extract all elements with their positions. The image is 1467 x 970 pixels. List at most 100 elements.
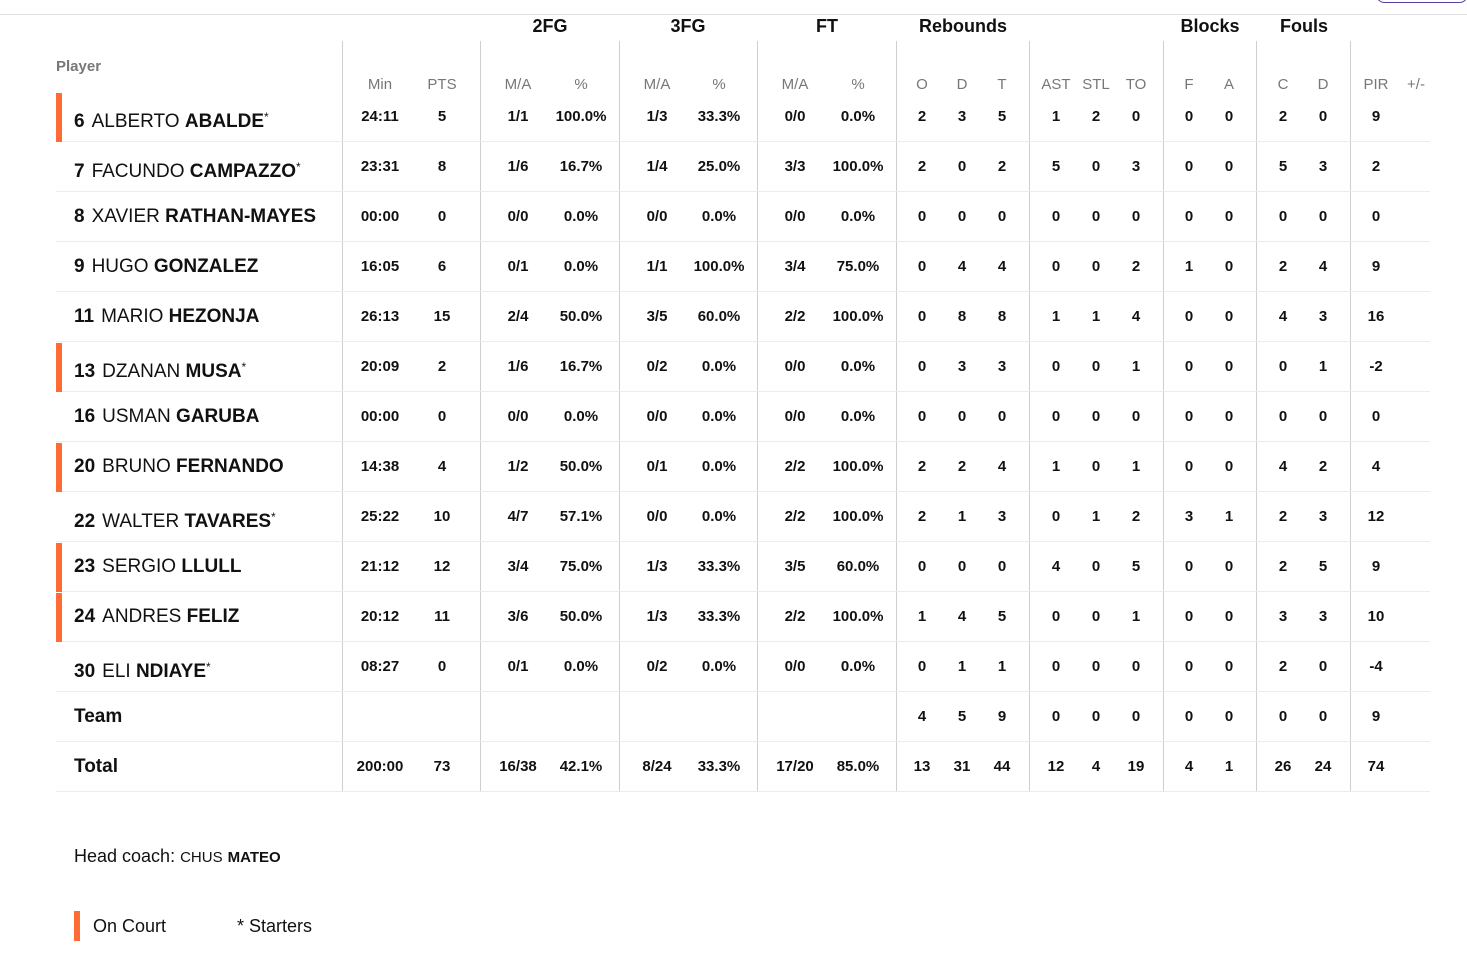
stat-cell: -2 (1369, 358, 1383, 375)
player-row[interactable]: 24 ANDRES FELIZ 20:12 11 3/6 50.0% 1/3 33.3% 2/2… (56, 592, 1430, 642)
player-row[interactable]: 23 SERGIO LLULL 21:12 12 3/4 75.0% 1/3 33.3% 3/5… (56, 542, 1430, 592)
stat-cell: 2 (1091, 108, 1101, 125)
stat-cell: 0.0% (701, 458, 737, 475)
stat-cell: 4 (1184, 758, 1194, 775)
player-name[interactable]: 7 FACUNDO CAMPAZZO* (74, 142, 301, 192)
stat-cell: 1/1 (646, 258, 668, 275)
stat-cell: 0 (1184, 158, 1194, 175)
player-name[interactable]: 11 MARIO HEZONJA (74, 292, 259, 342)
column-divider (757, 41, 758, 792)
stat-cell: 3/6 (507, 608, 529, 625)
player-row[interactable]: 13 DZANAN MUSA* 20:09 2 1/6 16.7% 0/2 0.0% 0/0 0.… (56, 342, 1430, 392)
player-row[interactable]: 7 FACUNDO CAMPAZZO* 23:31 8 1/6 16.7% 1/4 25.0%… (56, 142, 1430, 192)
on-court-indicator (56, 93, 62, 142)
stat-cell: 0/0 (784, 108, 806, 125)
column-header: % (574, 76, 588, 93)
stat-cell: 3 (997, 508, 1007, 525)
player-name[interactable]: 30 ELI NDIAYE* (74, 642, 211, 692)
player-name[interactable]: 22 WALTER TAVARES* (74, 492, 276, 542)
stat-cell: 0 (1091, 558, 1101, 575)
player-name[interactable]: 16 USMAN GARUBA (74, 392, 259, 442)
player-row[interactable]: 6 ALBERTO ABALDE* 24:11 5 1/1 100.0% 1/3 33.3% 0… (56, 92, 1430, 142)
stat-cell: 5 (1278, 158, 1288, 175)
stat-cell (1401, 442, 1431, 492)
stat-cell: 20:09 (360, 358, 400, 375)
stat-cell: 0 (1278, 708, 1288, 725)
stat-cell: 1 (997, 658, 1007, 675)
stat-cell (1401, 242, 1431, 292)
stat-cell: 0.0% (840, 208, 876, 225)
player-name[interactable]: 9 HUGO GONZALEZ (74, 242, 258, 292)
stat-cell: 12 (433, 558, 451, 575)
stat-cell: 8 (997, 308, 1007, 325)
stat-cell: 1 (1224, 508, 1234, 525)
stat-cell: 0 (1318, 208, 1328, 225)
stat-cell: 1 (957, 508, 967, 525)
player-row[interactable]: 16 USMAN GARUBA 00:00 0 0/0 0.0% 0/0 0.0% 0/0 0.0… (56, 392, 1430, 442)
stat-cell: 44 (993, 758, 1011, 775)
stat-cell: 0/0 (784, 358, 806, 375)
player-name[interactable]: 13 DZANAN MUSA* (74, 342, 246, 392)
stat-cell: 0 (1371, 208, 1381, 225)
stat-cell: 1 (1051, 458, 1061, 475)
player-last-name: LLULL (181, 556, 242, 577)
stat-cell: 17/20 (776, 758, 814, 775)
player-row[interactable]: 20 BRUNO FERNANDO 14:38 4 1/2 50.0% 0/1 0.0% 2/2… (56, 442, 1430, 492)
player-number: 6 (74, 111, 85, 132)
stat-cell: 0.0% (563, 408, 599, 425)
stat-cell: 0/1 (646, 458, 668, 475)
player-name[interactable]: 24 ANDRES FELIZ (74, 592, 239, 642)
stat-cell: 0 (437, 658, 447, 675)
player-last-name: TAVARES (184, 511, 272, 532)
stat-cell: 3/5 (646, 308, 668, 325)
stat-cell: 5 (997, 108, 1007, 125)
stat-cell: 0.0% (840, 108, 876, 125)
group-header-rebounds: Rebounds (919, 16, 1007, 36)
player-row[interactable]: 22 WALTER TAVARES* 25:22 10 4/7 57.1% 0/0 0.0% 2… (56, 492, 1430, 542)
column-header: D (1317, 76, 1329, 93)
player-last-name: RATHAN-MAYES (165, 206, 317, 227)
player-number: 11 (74, 306, 95, 327)
player-name[interactable]: 8 XAVIER RATHAN-MAYES (74, 192, 316, 242)
stat-cell: 12 (1367, 508, 1385, 525)
stat-cell: 1 (1184, 258, 1194, 275)
stat-cell: 100.0% (832, 308, 884, 325)
player-row[interactable]: 9 HUGO GONZALEZ 16:05 6 0/1 0.0% 1/1 100.0% 3/4 7… (56, 242, 1430, 292)
stat-cell: 4 (997, 458, 1007, 475)
on-court-legend-label: On Court (93, 916, 167, 936)
stat-cell (1401, 192, 1431, 242)
stat-cell: 0.0% (701, 408, 737, 425)
player-last-name: NDIAYE (135, 661, 206, 682)
stat-cell: 0 (1318, 658, 1328, 675)
player-row[interactable]: 8 XAVIER RATHAN-MAYES 00:00 0 0/0 0.0% 0/0 0.0%… (56, 192, 1430, 242)
stat-cell: 100.0% (832, 608, 884, 625)
stat-cell: 3/3 (784, 158, 806, 175)
player-name[interactable]: 6 ALBERTO ABALDE* (74, 92, 269, 142)
player-number: 16 (74, 406, 96, 427)
player-name[interactable]: 23 SERGIO LLULL (74, 542, 241, 592)
stat-cell: 26:13 (360, 308, 400, 325)
stat-cell: 0.0% (840, 658, 876, 675)
stat-cell: 16.7% (559, 358, 603, 375)
player-first-name: ALBERTO (91, 111, 180, 132)
stat-cell: 100.0% (832, 458, 884, 475)
team-row-label: Team (74, 706, 123, 727)
head-coach-label: Head coach: (74, 846, 176, 866)
top-tab-button[interactable] (1376, 0, 1467, 3)
stat-cell: 08:27 (360, 658, 400, 675)
stat-cell: 1/3 (646, 108, 668, 125)
head-coach: Head coach: CHUS MATEO (74, 846, 281, 867)
player-row[interactable]: 30 ELI NDIAYE* 08:27 0 0/1 0.0% 0/2 0.0% 0/0 0.0%… (56, 642, 1430, 692)
player-name[interactable]: 20 BRUNO FERNANDO (74, 442, 284, 492)
stat-cell: 0.0% (840, 358, 876, 375)
stat-cell: 23:31 (360, 158, 400, 175)
stat-cell: 1 (1131, 358, 1141, 375)
column-divider (619, 41, 620, 792)
starter-marker: * (271, 510, 276, 524)
player-last-name: FERNANDO (176, 456, 284, 477)
stat-cell: 5 (1131, 558, 1141, 575)
player-last-name: GONZALEZ (153, 256, 259, 277)
stat-cell: 0 (1184, 708, 1194, 725)
stat-cell: 25:22 (360, 508, 400, 525)
player-row[interactable]: 11 MARIO HEZONJA 26:13 15 2/4 50.0% 3/5 60.0% 2/… (56, 292, 1430, 342)
